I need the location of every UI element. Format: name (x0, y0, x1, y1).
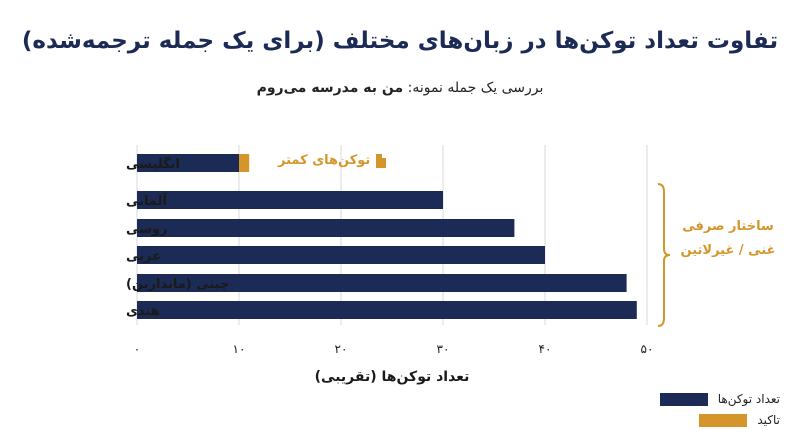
category-label: انگلیسی (126, 156, 180, 172)
subtitle-sentence: من به مدرسه می‌روم (256, 80, 404, 96)
legend-item-tokens: تعداد توکن‌ها (659, 392, 780, 406)
bar (137, 154, 239, 172)
bracket-label-line1: ساختار صرفی (682, 219, 774, 234)
bracket (657, 183, 671, 327)
legend-swatch-emphasis (699, 413, 748, 427)
legend-swatch-tokens (659, 392, 708, 406)
document-icon (376, 153, 387, 168)
x-axis-label: تعداد توکن‌ها (تقریبی) (315, 369, 470, 385)
category-label: چینی (ماندارین) (126, 277, 229, 292)
category-label: عربی (126, 249, 161, 264)
x-tick-label: ۲۰ (335, 342, 348, 356)
legend-label-emphasis: تاکید (757, 413, 780, 427)
english-note-label: توکن‌های کمتر (278, 153, 371, 168)
x-tick-label: ۱۰ (233, 342, 246, 356)
x-tick-label: ۵۰ (641, 342, 654, 356)
x-tick-label: ۰ (134, 342, 140, 356)
category-label: آلمانی (126, 192, 168, 209)
chart-subtitle: بررسی یک جمله نمونه: من به مدرسه می‌روم (0, 80, 800, 96)
bar (137, 274, 627, 292)
bar-emphasis (239, 154, 250, 172)
bracket-label-line2: غنی / غیرلاتین (680, 243, 776, 258)
english-note: توکن‌های کمتر (278, 153, 387, 168)
x-tick-label: ۴۰ (539, 342, 552, 356)
bar (137, 301, 637, 319)
category-label: روسی (126, 222, 168, 237)
subtitle-prefix: بررسی یک جمله نمونه: (407, 80, 544, 96)
x-tick-label: ۳۰ (437, 342, 450, 356)
bar (137, 246, 545, 264)
category-label: هندی (126, 304, 160, 319)
chart-title: تفاوت تعداد توکن‌ها در زبان‌های مختلف (ب… (21, 28, 779, 54)
bar (137, 191, 443, 209)
legend-label-tokens: تعداد توکن‌ها (717, 392, 780, 406)
legend-item-emphasis: تاکید (699, 413, 780, 427)
bracket-label: ساختار صرفی غنی / غیرلاتین (668, 215, 788, 263)
bar (137, 219, 515, 237)
